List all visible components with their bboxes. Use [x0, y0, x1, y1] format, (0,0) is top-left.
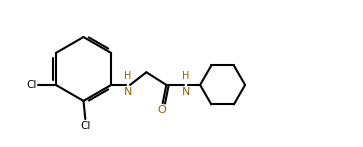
Text: H: H	[124, 71, 131, 81]
Text: O: O	[158, 105, 166, 115]
Text: N: N	[124, 87, 132, 97]
Text: H: H	[182, 71, 189, 81]
Text: Cl: Cl	[80, 121, 90, 131]
Text: N: N	[182, 87, 190, 97]
Text: Cl: Cl	[26, 80, 37, 90]
